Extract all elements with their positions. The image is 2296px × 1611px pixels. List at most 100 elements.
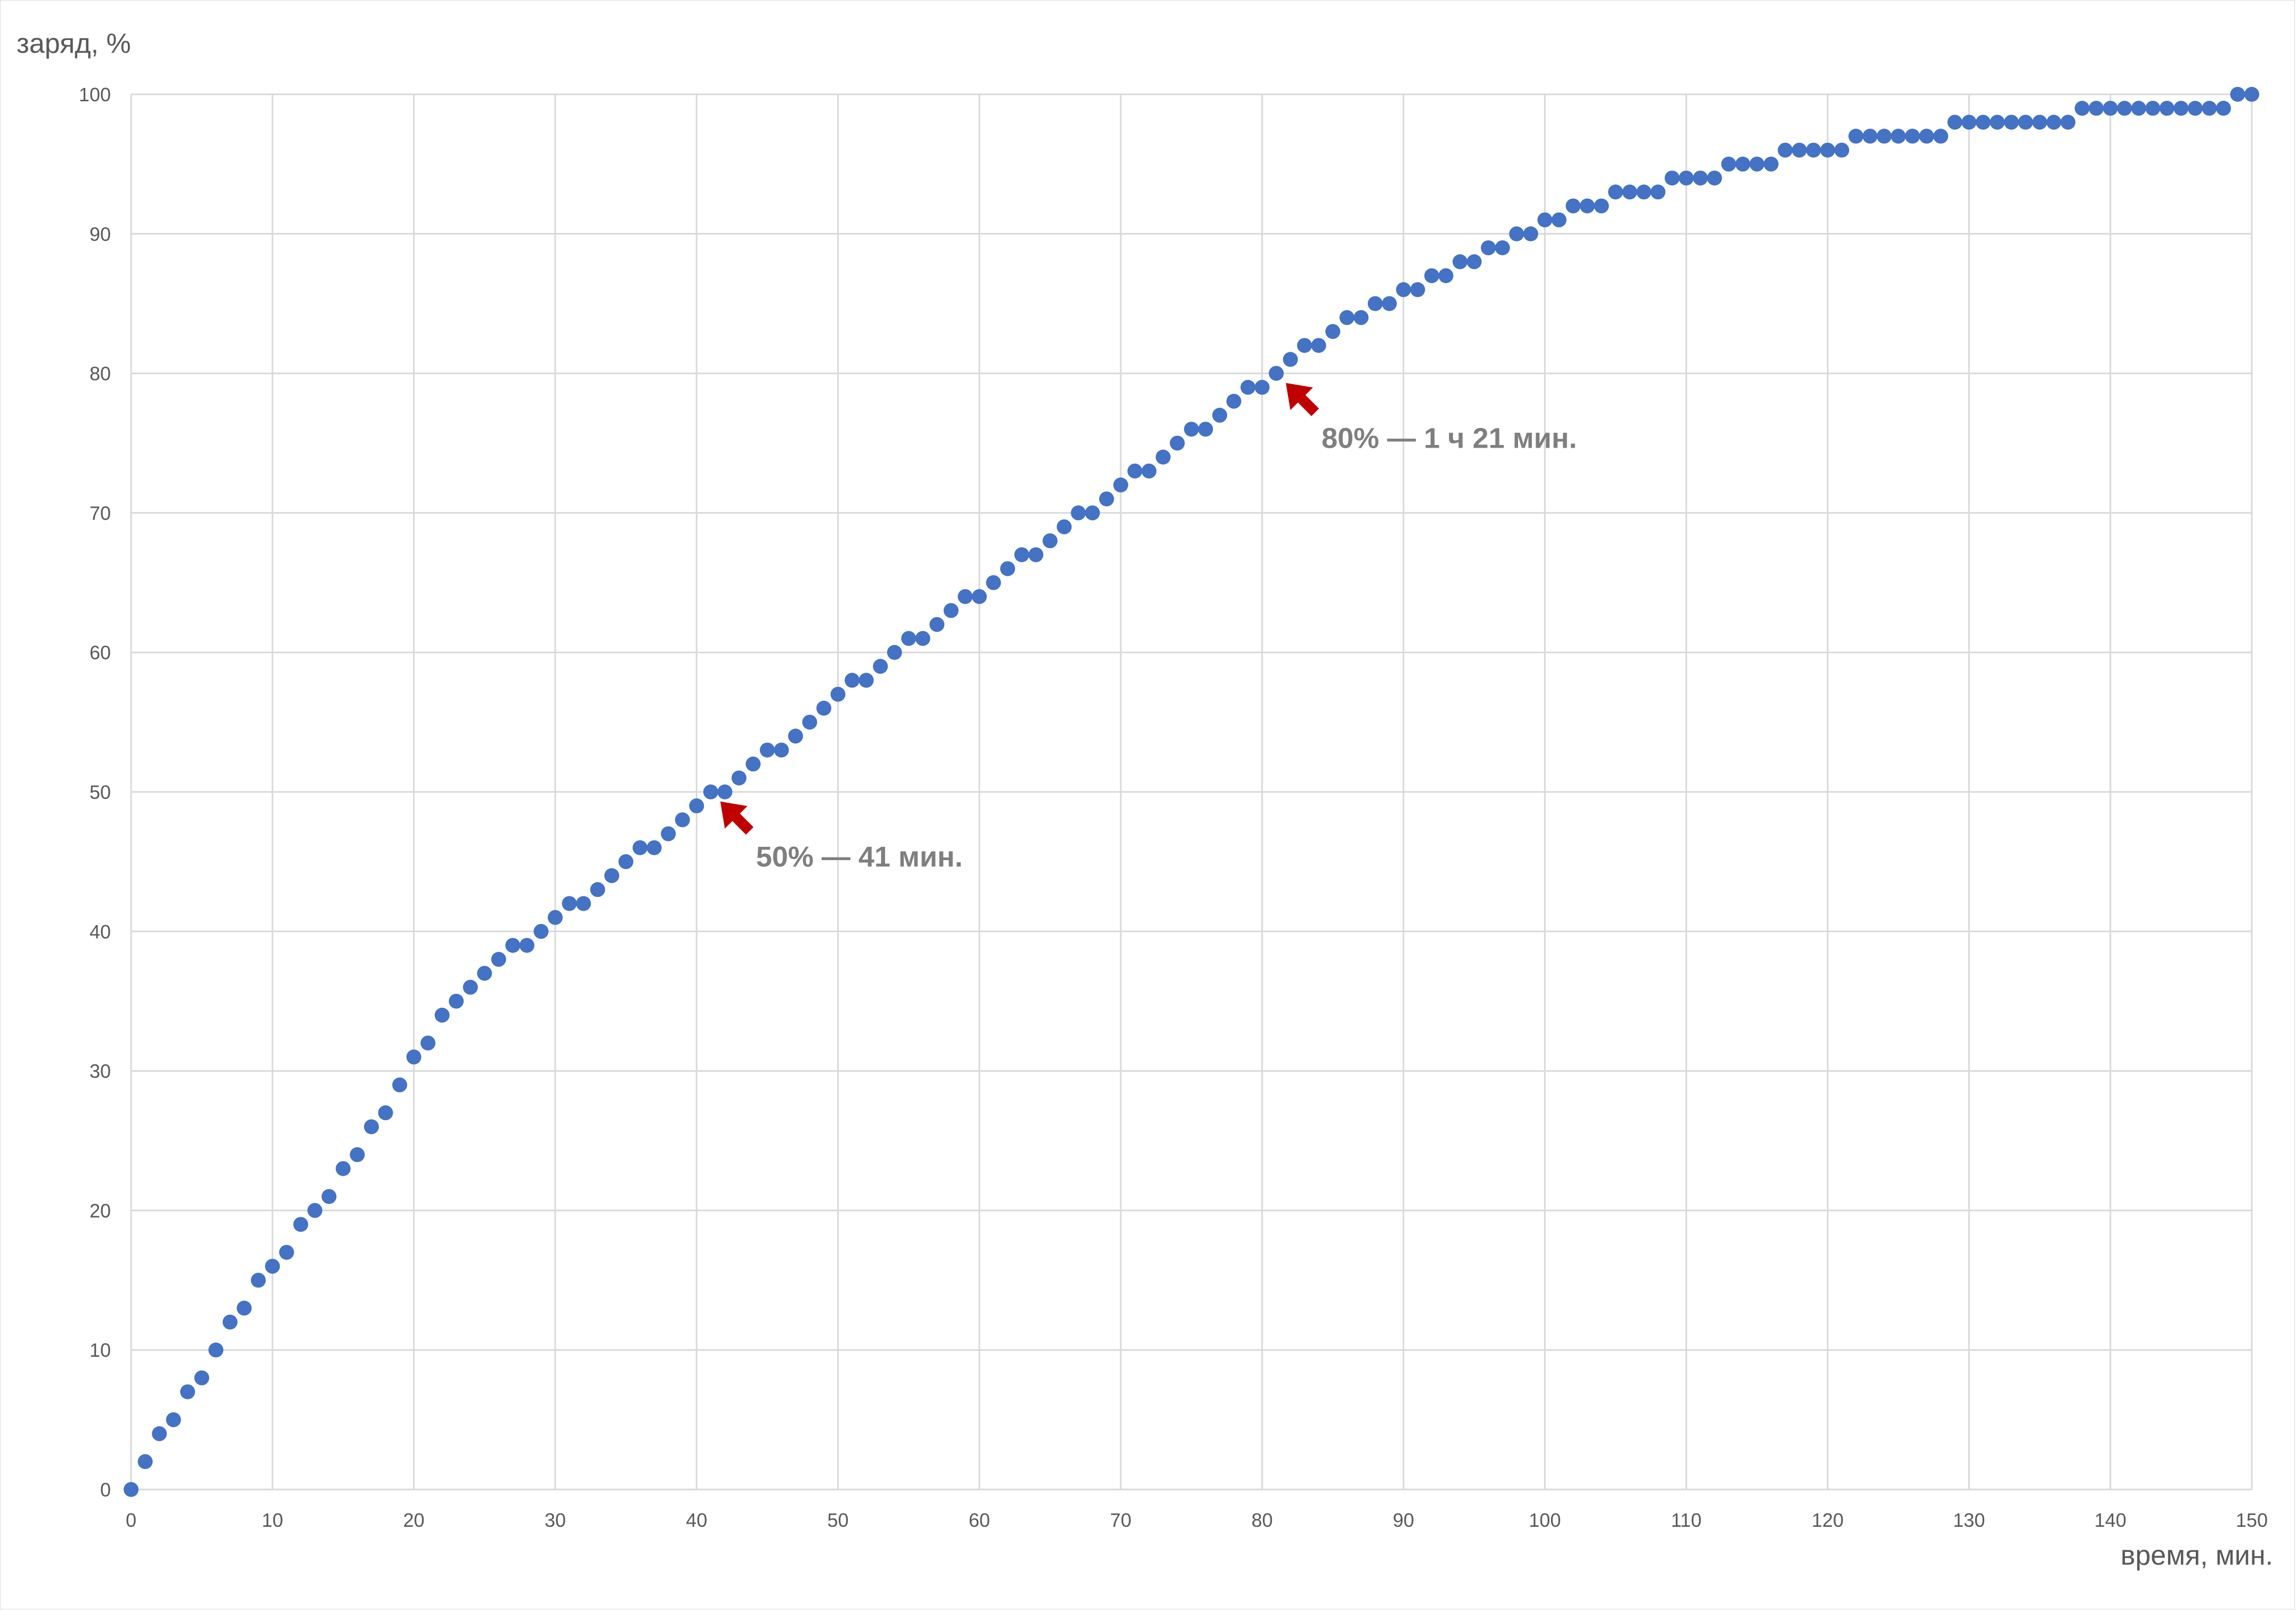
- data-point: [265, 1259, 280, 1274]
- data-point: [958, 589, 973, 604]
- data-point: [491, 952, 506, 967]
- data-point: [1325, 324, 1341, 339]
- data-point: [1523, 226, 1538, 241]
- data-point: [1085, 505, 1100, 521]
- x-tick-label: 70: [1110, 1509, 1131, 1531]
- annotation-label: 80% — 1 ч 21 мин.: [1321, 423, 1577, 455]
- data-point: [1565, 198, 1581, 214]
- data-point: [434, 1007, 450, 1023]
- y-tick-label: 40: [90, 921, 111, 943]
- data-point: [1961, 115, 1977, 130]
- data-point: [1877, 128, 1892, 144]
- data-point: [1339, 310, 1354, 325]
- data-point: [406, 1049, 421, 1065]
- data-point: [689, 798, 704, 814]
- y-tick-label: 70: [90, 502, 111, 524]
- data-point: [1184, 422, 1199, 437]
- data-point: [1990, 115, 2005, 130]
- data-point: [1707, 171, 1722, 186]
- data-point: [2117, 101, 2132, 116]
- data-point: [1014, 547, 1029, 562]
- data-point: [1410, 282, 1425, 297]
- data-point: [1297, 338, 1312, 353]
- data-point: [1212, 408, 1228, 423]
- data-point: [1057, 519, 1072, 535]
- data-point: [2003, 115, 2019, 130]
- data-point: [845, 673, 860, 688]
- data-point: [336, 1161, 351, 1176]
- x-tick-label: 130: [1953, 1509, 1985, 1531]
- data-point: [392, 1077, 408, 1092]
- data-point: [1353, 310, 1369, 325]
- data-point: [703, 784, 718, 799]
- data-point: [364, 1119, 379, 1135]
- data-point: [986, 575, 1001, 590]
- x-tick-label: 20: [403, 1509, 425, 1531]
- data-point: [1678, 171, 1694, 186]
- data-point: [2060, 115, 2076, 130]
- data-point: [222, 1314, 238, 1330]
- data-point: [1665, 171, 1680, 186]
- data-point: [915, 631, 930, 646]
- data-point: [1453, 254, 1468, 270]
- annotations: 50% — 41 мин. 80% — 1 ч 21 мин.: [720, 383, 1577, 873]
- data-point: [1650, 184, 1666, 200]
- arrow-icon: [720, 802, 754, 835]
- data-point: [1594, 198, 1609, 214]
- data-point: [1099, 491, 1114, 507]
- x-tick-label: 0: [126, 1509, 136, 1531]
- y-axis-title: заряд, %: [17, 28, 131, 59]
- arrow-icon: [1286, 383, 1319, 416]
- data-point: [2230, 87, 2245, 102]
- data-point: [152, 1426, 167, 1442]
- data-point: [1028, 547, 1044, 562]
- y-tick-label: 60: [90, 642, 111, 663]
- data-point: [604, 868, 620, 884]
- data-point: [1763, 156, 1779, 172]
- data-point: [1070, 505, 1086, 521]
- data-point: [321, 1189, 337, 1204]
- data-point: [1283, 352, 1298, 367]
- data-point: [307, 1203, 322, 1218]
- data-point: [972, 589, 987, 604]
- data-point: [1466, 254, 1482, 270]
- data-point: [1579, 198, 1595, 214]
- data-point: [1947, 115, 1962, 130]
- data-point: [717, 784, 733, 799]
- y-tick-label: 20: [90, 1200, 111, 1221]
- data-point: [420, 1035, 436, 1051]
- data-point: [1551, 212, 1567, 228]
- x-tick-label: 30: [545, 1509, 566, 1531]
- data-point: [590, 882, 605, 897]
- y-tick-label: 30: [90, 1060, 111, 1082]
- data-point: [1141, 463, 1157, 479]
- y-tick-label: 90: [90, 223, 111, 245]
- data-point: [1311, 338, 1326, 353]
- data-point: [2216, 101, 2231, 116]
- data-point: [1254, 379, 1270, 395]
- data-point: [816, 700, 832, 716]
- data-point: [519, 937, 534, 953]
- data-point: [1735, 156, 1750, 172]
- data-point: [1622, 184, 1637, 200]
- data-point: [661, 826, 676, 841]
- data-point: [1636, 184, 1652, 200]
- data-point: [1919, 128, 1934, 144]
- data-point: [1820, 142, 1835, 158]
- data-point: [802, 715, 817, 730]
- data-point: [2145, 101, 2161, 116]
- data-point: [2159, 101, 2175, 116]
- data-point: [2074, 101, 2090, 116]
- x-axis-title: время, мин.: [2121, 1540, 2273, 1571]
- data-point: [1778, 142, 1793, 158]
- data-point: [562, 896, 577, 911]
- x-tick-label: 80: [1252, 1509, 1273, 1531]
- data-point: [194, 1370, 209, 1386]
- data-point: [1806, 142, 1821, 158]
- data-point: [745, 756, 761, 772]
- data-point: [1155, 449, 1171, 465]
- data-point: [1791, 142, 1807, 158]
- data-point: [576, 896, 591, 911]
- data-point: [350, 1147, 365, 1162]
- data-point: [1481, 240, 1496, 255]
